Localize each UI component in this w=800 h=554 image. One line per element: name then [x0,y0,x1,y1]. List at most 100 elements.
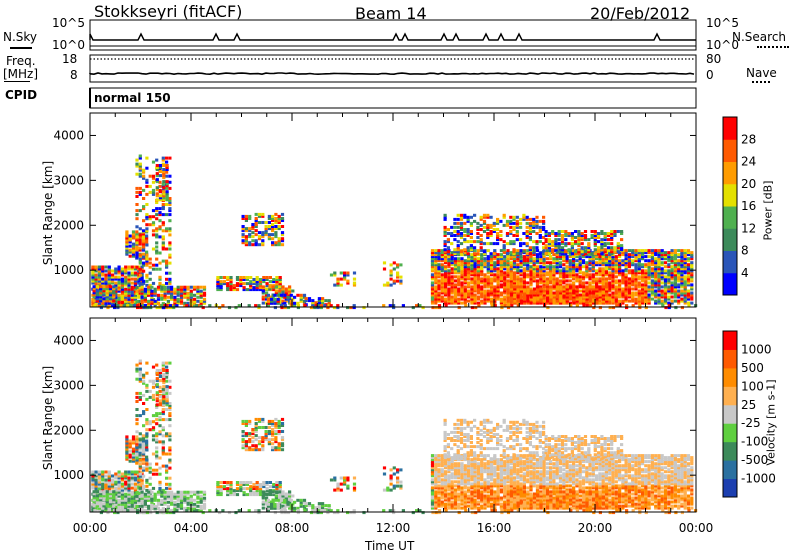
power-cell [663,295,668,299]
power-cell [486,285,490,289]
power-cell [608,257,612,261]
power-cell [638,304,642,308]
power-cell [476,291,480,295]
power-cell [625,306,629,310]
velocity-cell [114,474,118,478]
power-cell [565,291,569,295]
power-cell [102,287,106,291]
power-cell [158,304,162,308]
power-cell [621,259,625,263]
power-cell [499,299,503,303]
power-cell [637,277,641,281]
power-cell [529,295,533,299]
power-cell [677,291,681,295]
velocity-cell [148,422,152,426]
power-cell [663,275,668,279]
power-cell [509,301,513,305]
noise-tick-bottom-left: 10^0 [52,38,85,52]
power-cell [446,250,450,254]
power-cell [592,285,596,289]
power-cell [595,263,599,267]
power-cell [532,217,536,221]
power-cell [680,285,684,289]
power-cell [545,267,549,271]
power-cell [496,277,500,281]
velocity-cell [162,379,166,383]
power-cell [690,273,694,277]
velocity-cell [143,508,147,512]
power-cell [162,306,166,310]
velocity-cell [151,365,156,369]
power-cell [683,275,687,279]
power-cell [654,281,658,285]
velocity-cell [135,395,139,399]
power-cell [677,279,681,283]
power-cell [610,246,614,250]
velocity-cell [107,486,111,490]
power-cell [165,186,169,190]
velocity-cell [158,472,162,476]
power-cell [145,261,149,265]
power-cell [314,301,318,305]
power-cell [467,259,471,263]
power-cell [199,299,203,303]
power-cell [457,297,461,301]
velocity-cell [94,474,98,478]
power-cell [138,235,142,239]
power-cell [459,232,464,235]
power-cell [526,297,530,301]
power-cell [515,225,519,229]
power-cell [647,275,651,279]
power-cell [193,299,197,303]
power-cell [680,251,684,255]
power-cell [654,277,658,281]
power-cell [94,269,98,273]
power-cell [165,213,169,217]
power-cell [443,213,447,217]
power-cell [598,269,602,273]
power-cell [153,299,157,303]
power-cell [480,269,484,273]
power-cell [552,293,556,297]
velocity-cell [153,492,157,496]
power-cell [437,281,441,285]
power-cell [277,227,281,231]
power-cell [460,289,464,293]
power-cell [502,244,506,248]
power-cell [145,166,149,170]
power-cell [456,252,460,256]
power-cell [183,285,187,289]
velocity-cell [216,483,220,486]
power-cell [572,289,576,293]
power-cell [245,276,249,279]
power-cell [512,267,517,271]
power-cell [624,297,628,301]
power-cell [663,279,668,283]
power-cell [99,285,103,289]
power-cell [249,288,253,292]
power-cell [591,263,595,267]
power-cell [631,263,635,267]
power-cell [151,223,156,227]
power-cell [670,275,674,279]
power-cell [242,276,246,279]
power-cell [469,244,473,248]
velocity-cell [183,492,187,496]
power-cell [162,170,166,173]
velocity-cell [97,470,101,474]
power-cell [509,281,513,285]
power-cell [453,291,458,295]
power-cell [466,230,470,233]
power-cell [457,306,461,310]
power-cell [161,182,165,186]
velocity-cell [186,498,190,502]
power-cell [500,306,504,310]
power-cell [611,263,615,267]
power-cell [133,283,138,287]
power-cell [289,299,293,303]
velocity-cell [97,480,101,484]
power-cell [137,293,141,297]
power-cell [591,273,595,277]
velocity-cell [160,490,164,494]
